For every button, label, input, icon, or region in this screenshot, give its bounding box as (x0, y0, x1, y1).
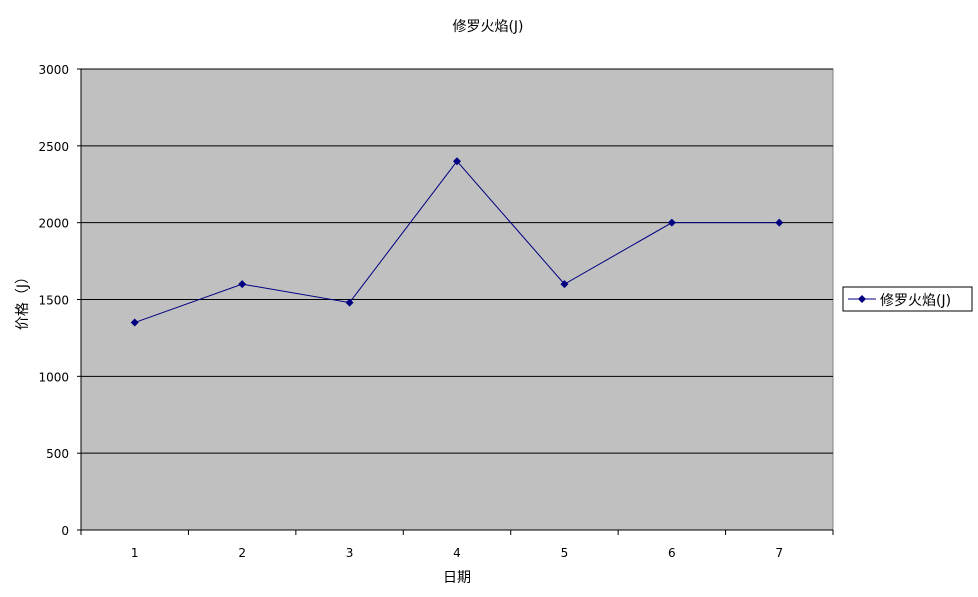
y-tick-label: 3000 (38, 63, 69, 77)
data-point (238, 280, 247, 289)
legend-label: 修罗火焰(J) (880, 293, 951, 309)
y-tick-label: 1000 (38, 370, 69, 384)
chart-title: 修罗火焰(J) (452, 19, 523, 35)
data-point (560, 280, 569, 289)
data-point (130, 318, 139, 327)
x-axis-ticks: 1 2 3 4 5 6 7 (80, 529, 834, 560)
y-tick-label: 500 (46, 447, 69, 461)
data-point (667, 218, 676, 227)
x-tick-label: 1 (131, 546, 139, 560)
y-tick-label: 2500 (38, 140, 69, 154)
x-tick-label: 5 (561, 546, 569, 560)
y-axis-ticks: 0 500 1000 1500 2000 2500 3000 (38, 63, 82, 538)
x-tick-label: 6 (668, 546, 676, 560)
legend-marker (858, 295, 866, 303)
legend: 修罗火焰(J) (842, 286, 973, 312)
data-point (453, 157, 461, 166)
x-tick-label: 4 (453, 546, 461, 560)
y-axis-label: 价格（J） (15, 270, 31, 330)
x-axis-label: 日期 (443, 570, 471, 586)
x-tick-label: 3 (346, 546, 354, 560)
x-tick-label: 7 (775, 546, 783, 560)
y-tick-label: 1500 (38, 294, 69, 308)
data-point (345, 298, 354, 307)
gridlines (81, 68, 833, 454)
x-tick-label: 2 (238, 546, 246, 560)
data-point (775, 218, 784, 227)
y-tick-label: 0 (61, 524, 69, 538)
y-tick-label: 2000 (38, 217, 69, 231)
series-lines (130, 157, 784, 327)
